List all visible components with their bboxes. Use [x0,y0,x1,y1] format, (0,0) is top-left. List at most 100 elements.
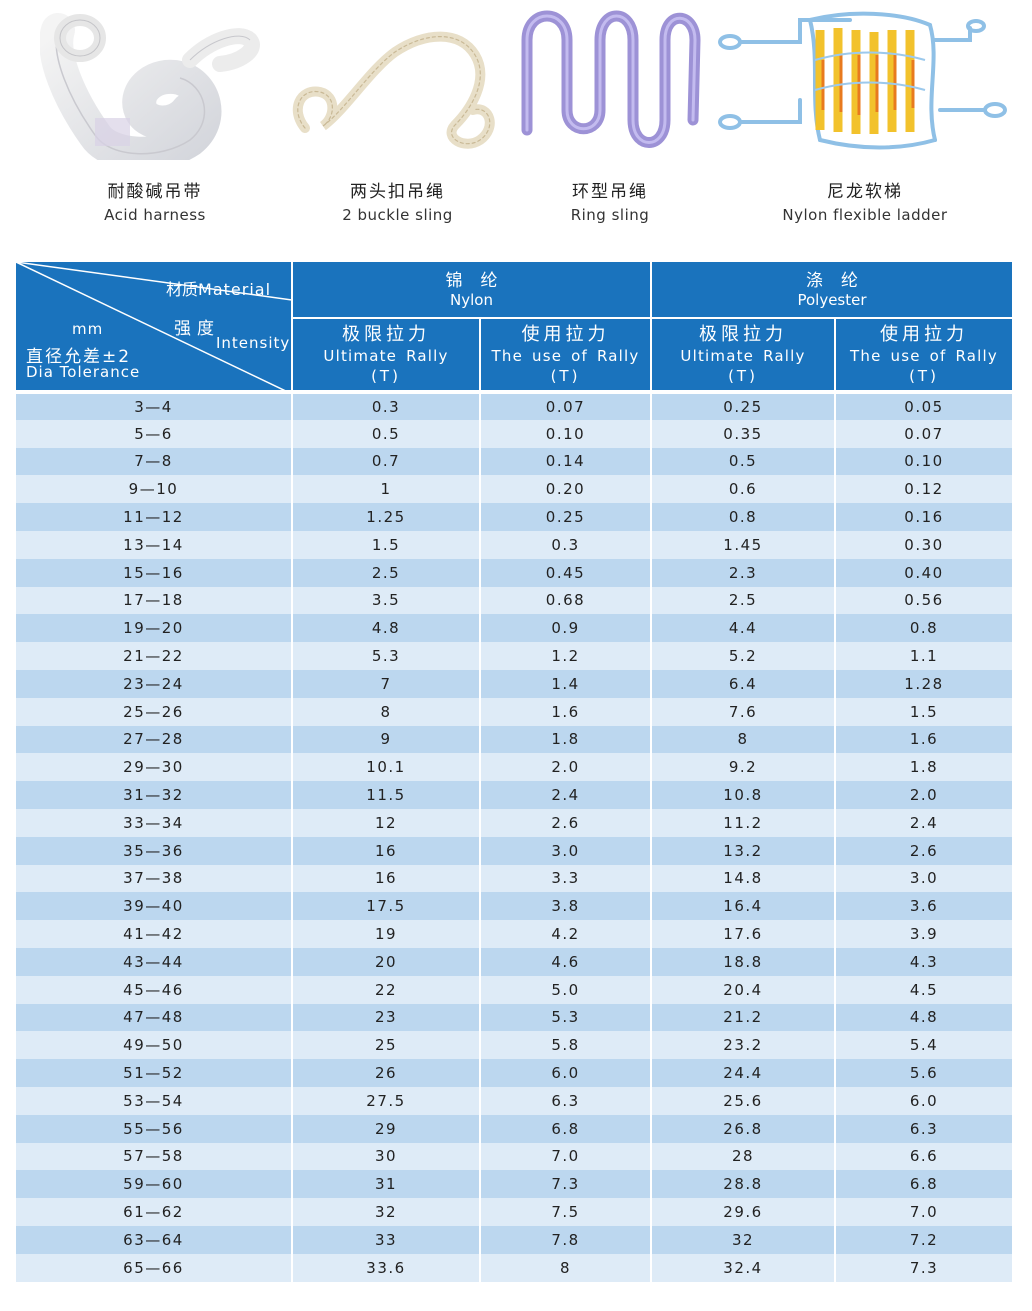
cell-polyester-use: 3.6 [835,892,1012,921]
cell-nylon-ultimate: 16 [292,836,481,865]
cell-diameter: 43—44 [16,947,293,976]
cell-nylon-ultimate: 20 [292,947,481,976]
cell-polyester-use: 7.3 [835,1253,1012,1282]
cell-diameter: 49—50 [16,1031,293,1060]
table-row: 65—66 33.6 8 32.4 7.3 [16,1253,1012,1282]
rope-ladder-image [718,11,1007,150]
cell-nylon-ultimate: 3.5 [292,586,481,615]
cell-polyester-ultimate: 0.5 [651,447,836,476]
cell-nylon-ultimate: 32 [292,1198,481,1226]
cell-polyester-ultimate: 32.4 [651,1253,836,1282]
cell-polyester-ultimate: 24.4 [651,1059,836,1087]
cell-nylon-ultimate: 16 [292,864,481,893]
cell-polyester-use: 7.2 [835,1225,1012,1254]
table-row: 37—38 16 3.3 14.8 3.0 [16,864,1012,893]
column-header-cn: 使用拉力 [880,323,968,345]
cell-nylon-use: 0.45 [480,558,652,587]
cell-nylon-ultimate: 19 [292,920,481,948]
cell-nylon-ultimate: 7 [292,669,481,698]
cell-nylon-ultimate: 29 [292,1114,481,1143]
cell-polyester-ultimate: 29.6 [651,1198,836,1226]
group-header-nylon: 锦纶 Nylon [292,262,652,319]
table-row: 31—32 11.5 2.4 10.8 2.0 [16,781,1012,809]
cell-diameter: 37—38 [16,864,293,893]
cell-nylon-ultimate: 25 [292,1031,481,1060]
table-row: 17—18 3.5 0.68 2.5 0.56 [16,586,1012,615]
cell-diameter: 33—34 [16,808,293,837]
column-header-nylon-use: 使用拉力 The use of Rally (T) [480,318,652,393]
cell-nylon-ultimate: 4.8 [292,614,481,643]
cell-nylon-ultimate: 1.25 [292,503,481,531]
cell-nylon-use: 0.10 [480,419,652,448]
cell-nylon-use: 5.3 [480,1003,652,1032]
cell-diameter: 65—66 [16,1253,293,1282]
column-header-polyester-use: 使用拉力 The use of Rally (T) [835,318,1012,393]
cell-polyester-use: 0.07 [835,419,1012,448]
cell-nylon-use: 1.4 [480,669,652,698]
product-label-en: Ring sling [570,206,650,224]
strength-label-cn: 强度 [174,319,220,339]
cell-nylon-ultimate: 0.3 [292,390,481,420]
cell-diameter: 3—4 [16,390,293,420]
cell-nylon-ultimate: 1.5 [292,530,481,559]
table-row: 21—22 5.3 1.2 5.2 1.1 [16,642,1012,670]
cell-polyester-use: 2.0 [835,781,1012,809]
cell-diameter: 59—60 [16,1170,293,1199]
cell-nylon-use: 1.6 [480,697,652,726]
cell-nylon-use: 2.6 [480,808,652,837]
cell-diameter: 23—24 [16,669,293,698]
product-label-en: Acid harness [104,206,206,224]
table-row: 59—60 31 7.3 28.8 6.8 [16,1170,1012,1199]
cell-polyester-use: 4.5 [835,975,1012,1004]
cell-nylon-ultimate: 9 [292,725,481,754]
column-header-en: The use of Rally [491,346,640,365]
cell-polyester-use: 0.56 [835,586,1012,615]
cell-polyester-ultimate: 6.4 [651,669,836,698]
cell-nylon-use: 8 [480,1253,652,1282]
cell-polyester-ultimate: 16.4 [651,892,836,921]
table-row: 9—10 1 0.20 0.6 0.12 [16,475,1012,504]
corner-header: 材质Material 强度 Intensity mm 直径允差±2 Dia To… [16,262,293,393]
column-header-unit: (T) [728,366,758,385]
table-row: 43—44 20 4.6 18.8 4.3 [16,947,1012,976]
cell-diameter: 45—46 [16,975,293,1004]
cell-diameter: 13—14 [16,530,293,559]
cell-nylon-ultimate: 1 [292,475,481,504]
cell-diameter: 35—36 [16,836,293,865]
cell-polyester-use: 6.6 [835,1142,1012,1171]
dia-tolerance-label-en: Dia Tolerance [26,363,141,381]
cell-polyester-ultimate: 28 [651,1142,836,1171]
cell-nylon-use: 5.8 [480,1031,652,1060]
cell-nylon-ultimate: 17.5 [292,892,481,921]
column-header-en: Ultimate Rally [323,346,449,365]
column-header-nylon-ultimate: 极限拉力 Ultimate Rally (T) [292,318,481,393]
cell-polyester-ultimate: 21.2 [651,1003,836,1032]
cell-nylon-ultimate: 11.5 [292,781,481,809]
product-label-cn: 两头扣吊绳 [350,182,445,202]
column-header-unit: (T) [371,366,401,385]
cell-polyester-ultimate: 9.2 [651,753,836,782]
cell-nylon-use: 6.0 [480,1059,652,1087]
cell-nylon-use: 2.0 [480,753,652,782]
cell-nylon-use: 3.3 [480,864,652,893]
product-label-en: Nylon flexible ladder [782,206,948,224]
cell-diameter: 9—10 [16,475,293,504]
column-header-cn: 使用拉力 [521,323,610,345]
cell-nylon-use: 6.3 [480,1086,652,1115]
cell-nylon-ultimate: 8 [292,697,481,726]
cell-polyester-ultimate: 26.8 [651,1114,836,1143]
cell-diameter: 21—22 [16,642,293,670]
cell-diameter: 39—40 [16,892,293,921]
unit-mm-label: mm [72,320,104,338]
table-row: 23—24 7 1.4 6.4 1.28 [16,669,1012,698]
cell-polyester-ultimate: 7.6 [651,697,836,726]
spec-table-body: 3—4 0.3 0.07 0.25 0.05 5—6 0.5 0.10 0.35 0.07 7—8 0… [16,390,1012,1282]
cell-polyester-use: 2.6 [835,836,1012,865]
column-header-cn: 极限拉力 [699,323,787,345]
table-row: 57—58 30 7.0 28 6.6 [16,1142,1012,1171]
cell-diameter: 63—64 [16,1225,293,1254]
product-label-cn: 耐酸碱吊带 [107,182,203,202]
double-eye-rope-sling-image [292,31,495,149]
cell-polyester-use: 4.8 [835,1003,1012,1032]
product-label-cn: 尼龙软梯 [827,182,903,202]
